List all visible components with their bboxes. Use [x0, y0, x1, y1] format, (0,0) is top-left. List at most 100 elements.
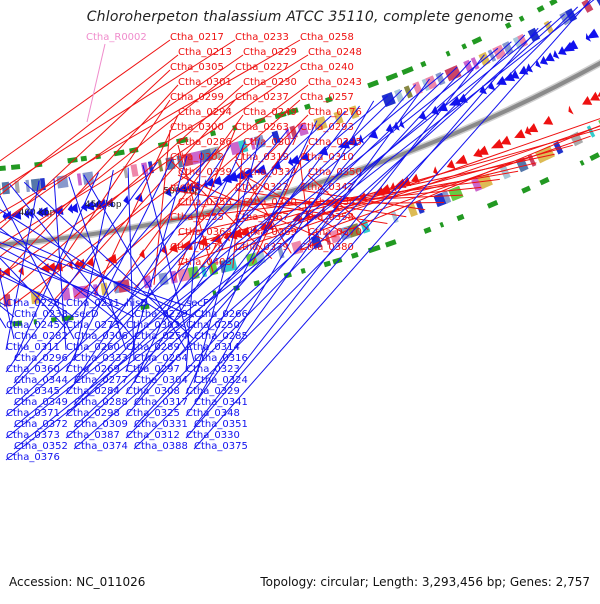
forward-gene-label: Ctha_0356 [178, 197, 232, 208]
cog-block [253, 280, 261, 287]
reverse-gene-arrow [23, 208, 30, 219]
forward-label-leader [0, 84, 179, 280]
reverse-gene-arrow [3, 210, 12, 221]
reverse-gene-arrow [510, 69, 520, 79]
forward-label-leader [0, 39, 171, 162]
reverse-gene-label: Ctha_0289 [126, 342, 180, 353]
reverse-label-leader [5, 161, 159, 373]
forward-gene-label: Ctha_0301 [178, 77, 232, 88]
cog-block [76, 173, 83, 186]
cog-block [367, 244, 381, 254]
reverse-gene-label: Ctha_0341 [194, 397, 248, 408]
reverse-label-leader [65, 129, 289, 395]
reverse-gene-arrow [164, 187, 172, 197]
forward-gene-label: Ctha_0233 [235, 32, 289, 43]
forward-gene-arrow [74, 259, 80, 270]
forward-gene-label: Ctha_0379 [235, 242, 289, 253]
cog-block [470, 57, 480, 70]
reverse-gene-label: Ctha_0348 [186, 408, 240, 419]
backbone-ring [0, 60, 600, 247]
reverse-gene-label: Ctha_0303 [126, 320, 180, 331]
forward-gene-arrow [252, 224, 258, 235]
reverse-gene-label: Ctha_0360 [6, 364, 60, 375]
cog-block [286, 107, 299, 116]
cog-block [140, 303, 150, 311]
reverse-label-leader [193, 54, 485, 428]
forward-gene-label: Ctha_0339 [178, 167, 232, 178]
cog-block [176, 136, 189, 145]
cog-block [445, 50, 451, 57]
reverse-label-leader [5, 95, 389, 417]
forward-label-leader [242, 174, 350, 237]
reverse-label-leader [125, 34, 526, 439]
genome-info-text: Topology: circular; Length: 3,293,456 bp… [260, 575, 590, 589]
reverse-gene-label: secD [74, 309, 99, 320]
forward-label-leader [234, 125, 600, 251]
reverse-gene-arrow [586, 28, 600, 39]
reverse-gene-arrow [211, 175, 223, 186]
cog-block [113, 149, 125, 157]
reverse-gene-label: Ctha_0314 [186, 342, 240, 353]
forward-gene-label: Ctha_0369 [243, 227, 297, 238]
reverse-label-leader [5, 180, 40, 351]
reverse-gene-label: Ctha_0375 [194, 441, 248, 452]
rna-label-leader [86, 43, 106, 123]
cog-block [541, 145, 555, 161]
reverse-gene-arrow [134, 192, 144, 203]
reverse-label-leader [23, 181, 195, 340]
reverse-label-leader [0, 209, 187, 329]
forward-label-leader [0, 39, 301, 214]
cog-block [304, 103, 311, 110]
reverse-gene-label: Ctha_0329 [186, 386, 240, 397]
reverse-label-leader [185, 27, 539, 439]
reverse-label-leader [53, 178, 67, 351]
reverse-gene-label: Ctha_0349 [14, 397, 68, 408]
forward-label-leader [0, 54, 179, 196]
cog-block [329, 229, 342, 244]
reverse-label-leader [65, 41, 512, 439]
reverse-gene-arrow [418, 110, 427, 121]
cog-block [209, 130, 217, 137]
cog-block [412, 81, 423, 95]
cog-block [10, 164, 21, 170]
forward-label-leader [169, 128, 600, 251]
reverse-label-leader [5, 47, 499, 439]
reverse-gene-arrow [385, 123, 394, 133]
forward-gene-label: Ctha_0294 [178, 107, 232, 118]
reverse-gene-label: Ctha_0238 [14, 309, 68, 320]
reverse-gene-arrow [448, 96, 462, 106]
reverse-gene-label: hisD [126, 298, 148, 309]
reverse-label-leader [0, 227, 127, 329]
forward-gene-label: Ctha_0237 [235, 92, 289, 103]
reverse-gene-label: Ctha_0324 [194, 375, 248, 386]
cog-block [502, 41, 514, 55]
cog-block [3, 294, 11, 307]
forward-gene-label: Ctha_0257 [300, 92, 354, 103]
reverse-gene-arrow [83, 200, 95, 211]
cog-block [325, 96, 333, 104]
forward-label-leader [299, 162, 537, 221]
reverse-gene-label: Ctha_0333 [74, 353, 128, 364]
cog-block [274, 111, 287, 120]
forward-label-leader [0, 84, 244, 302]
reverse-gene-arrow [69, 203, 79, 213]
reverse-gene-arrow [565, 40, 579, 50]
cog-block [487, 49, 497, 62]
forward-label-leader [0, 69, 171, 230]
reverse-label-leader [0, 231, 195, 318]
cog-block [384, 239, 397, 248]
reverse-gene-arrow [36, 206, 49, 217]
cog-block [534, 149, 548, 164]
cog-block [300, 267, 306, 274]
reverse-gene-label: Ctha_0260 [66, 342, 120, 353]
reverse-label-leader [73, 66, 458, 428]
reverse-label-leader [133, 60, 472, 428]
reverse-label-leader [193, 0, 592, 450]
reverse-label-leader [13, 172, 99, 362]
reverse-gene-arrow [553, 49, 560, 59]
reverse-gene-label: Ctha_0330 [186, 430, 240, 441]
reverse-label-leader [125, 124, 304, 395]
reverse-label-leader [13, 72, 444, 428]
reverse-gene-label: Ctha_0351 [194, 419, 248, 430]
